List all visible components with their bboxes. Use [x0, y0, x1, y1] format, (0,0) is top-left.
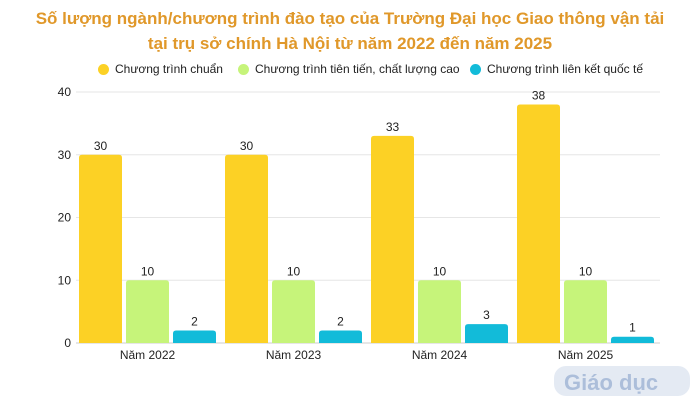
bar — [465, 324, 508, 343]
bars — [79, 104, 654, 343]
legend-item-standard: Chương trình chuẩn — [98, 62, 223, 76]
bar-value-label: 33 — [386, 120, 400, 134]
bar — [272, 280, 315, 343]
x-tick-label: Năm 2025 — [558, 348, 614, 362]
data-labels: 30 10 2 30 10 2 33 10 3 38 10 1 — [94, 89, 636, 335]
bar-value-label: 10 — [579, 264, 593, 278]
bar — [371, 135, 414, 343]
x-tick-label: Năm 2022 — [120, 348, 176, 362]
x-tick-label: Năm 2023 — [266, 348, 322, 362]
chart-title: Số lượng ngành/chương trình đào tạo của … — [0, 6, 700, 56]
legend: Chương trình chuẩn Chương trình tiên tiế… — [0, 62, 700, 82]
chart-title-line-2: tại trụ sở chính Hà Nội từ năm 2022 đến … — [147, 34, 553, 53]
logo-graphic: Giáo dục — [554, 366, 690, 396]
logo: Giáo dục — [552, 360, 692, 400]
bar-value-label: 1 — [629, 321, 636, 335]
y-tick-label: 40 — [58, 85, 72, 99]
bar — [225, 154, 268, 343]
y-axis: 0 10 20 30 40 — [58, 85, 72, 350]
gridlines — [76, 91, 660, 344]
legend-swatch-advanced — [238, 63, 249, 75]
legend-swatch-standard — [98, 63, 109, 75]
bar — [517, 104, 560, 343]
bar — [319, 330, 362, 343]
legend-item-advanced: Chương trình tiên tiến, chất lượng cao — [238, 62, 460, 76]
y-tick-label: 10 — [58, 273, 72, 287]
bar — [126, 280, 169, 343]
bar-value-label: 30 — [240, 139, 254, 153]
bar-value-label: 2 — [191, 314, 198, 328]
legend-label-standard: Chương trình chuẩn — [115, 62, 223, 76]
x-axis: Năm 2022 Năm 2023 Năm 2024 Năm 2025 — [120, 348, 614, 362]
bar-value-label: 30 — [94, 139, 108, 153]
bar-value-label: 10 — [287, 264, 301, 278]
chart-title-line-1: Số lượng ngành/chương trình đào tạo của … — [35, 9, 665, 28]
x-tick-label: Năm 2024 — [412, 348, 468, 362]
legend-item-international: Chương trình liên kết quốc tế — [470, 62, 643, 76]
bar-value-label: 10 — [141, 264, 155, 278]
svg-text:Giáo dục: Giáo dục — [564, 370, 658, 395]
legend-swatch-international — [470, 63, 481, 75]
bar-value-label: 10 — [433, 264, 447, 278]
bar-value-label: 3 — [483, 308, 490, 322]
y-tick-label: 30 — [58, 148, 72, 162]
legend-label-international: Chương trình liên kết quốc tế — [487, 62, 643, 76]
bar — [79, 154, 122, 343]
y-tick-label: 20 — [58, 211, 72, 225]
bar — [564, 280, 607, 343]
legend-label-advanced: Chương trình tiên tiến, chất lượng cao — [255, 62, 460, 76]
bar-value-label: 38 — [532, 89, 546, 103]
bar — [173, 330, 216, 343]
y-tick-label: 0 — [64, 336, 71, 350]
bar — [418, 280, 461, 343]
bar-value-label: 2 — [337, 314, 344, 328]
bar — [611, 336, 654, 343]
